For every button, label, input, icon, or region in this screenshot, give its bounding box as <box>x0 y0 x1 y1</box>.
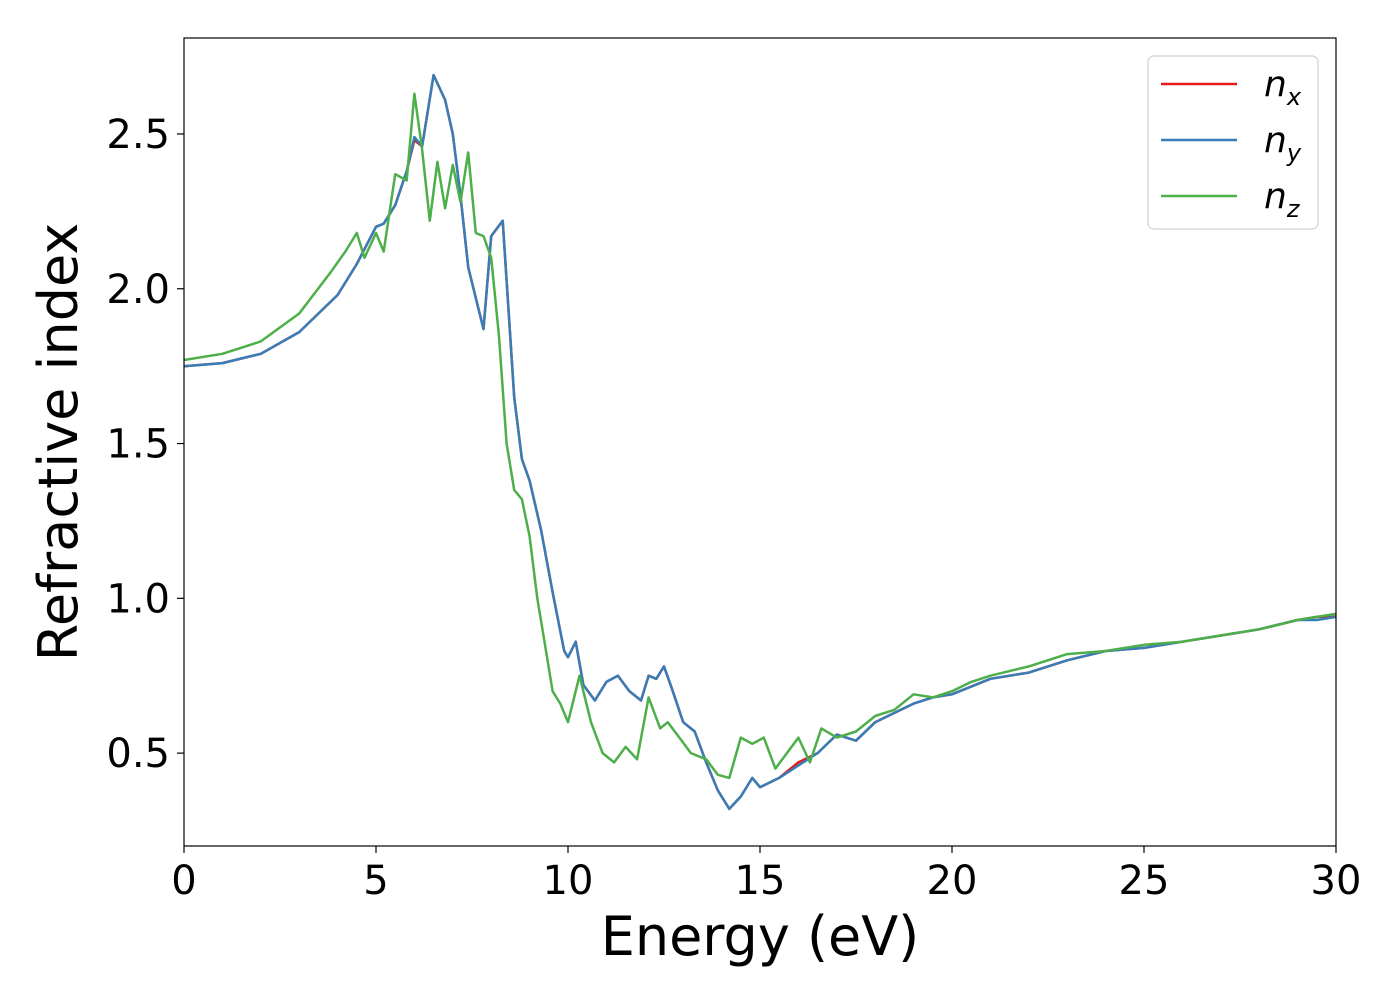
x-tick-label: 15 <box>735 858 786 904</box>
y-tick-label: 2.5 <box>106 112 170 158</box>
x-tick-label: 5 <box>363 858 388 904</box>
y-axis-ticks: 0.5 1.0 1.5 2.0 2.5 <box>106 112 184 777</box>
y-tick-label: 2.0 <box>106 267 170 313</box>
x-tick-label: 25 <box>1119 858 1170 904</box>
x-tick-label: 20 <box>927 858 978 904</box>
series-line-nz <box>184 92 1336 780</box>
plot-lines <box>184 73 1336 811</box>
y-axis-label: Refractive index <box>27 223 90 662</box>
y-tick-label: 0.5 <box>106 731 170 777</box>
y-tick-label: 1.0 <box>106 576 170 622</box>
x-tick-label: 30 <box>1311 858 1362 904</box>
series-line-ny <box>184 73 1336 811</box>
legend-label-ny: ny <box>1264 120 1302 167</box>
x-axis-label: Energy (eV) <box>601 905 920 968</box>
legend-label-nx: nx <box>1264 64 1302 111</box>
legend-box <box>1147 55 1319 230</box>
y-tick-label: 1.5 <box>106 422 170 468</box>
x-tick-label: 0 <box>171 858 196 904</box>
x-axis-ticks: 0 5 10 15 20 25 30 <box>171 846 1361 904</box>
x-tick-label: 10 <box>543 858 594 904</box>
